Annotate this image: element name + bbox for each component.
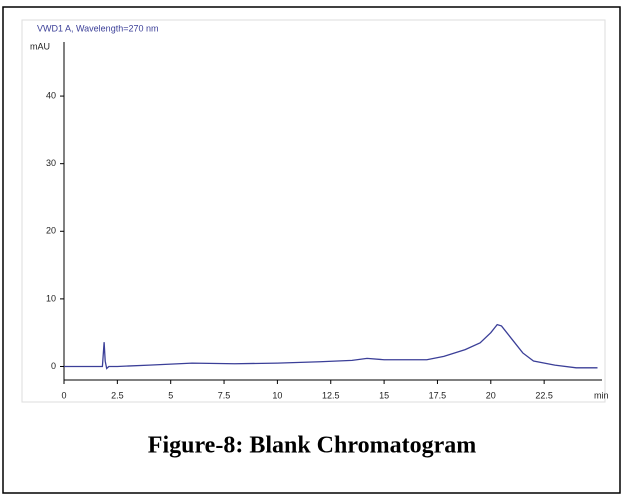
y-axis-label: mAU xyxy=(30,41,50,51)
x-tick-label: 7.5 xyxy=(218,390,231,400)
y-tick-label: 0 xyxy=(51,361,56,371)
y-tick-label: 30 xyxy=(46,158,56,168)
x-axis-label: min xyxy=(594,390,609,400)
x-tick-label: 2.5 xyxy=(111,390,124,400)
caption: Figure-8: Blank Chromatogram xyxy=(148,433,476,459)
y-tick-label: 10 xyxy=(46,293,56,303)
x-tick-label: 10 xyxy=(272,390,282,400)
y-tick-label: 20 xyxy=(46,226,56,236)
x-tick-label: 5 xyxy=(168,390,173,400)
chart-frame xyxy=(21,19,606,403)
y-tick-label: 40 xyxy=(46,90,56,100)
data-line xyxy=(64,323,598,370)
chart-title: VWD1 A, Wavelength=270 nm xyxy=(37,23,158,33)
x-tick-label: 20 xyxy=(486,390,496,400)
x-tick-label: 12.5 xyxy=(322,390,340,400)
x-tick-label: 0 xyxy=(61,390,66,400)
x-tick-label: 17.5 xyxy=(429,390,447,400)
x-tick-label: 15 xyxy=(379,390,389,400)
figure-border xyxy=(2,6,621,494)
x-tick-label: 22.5 xyxy=(535,390,553,400)
